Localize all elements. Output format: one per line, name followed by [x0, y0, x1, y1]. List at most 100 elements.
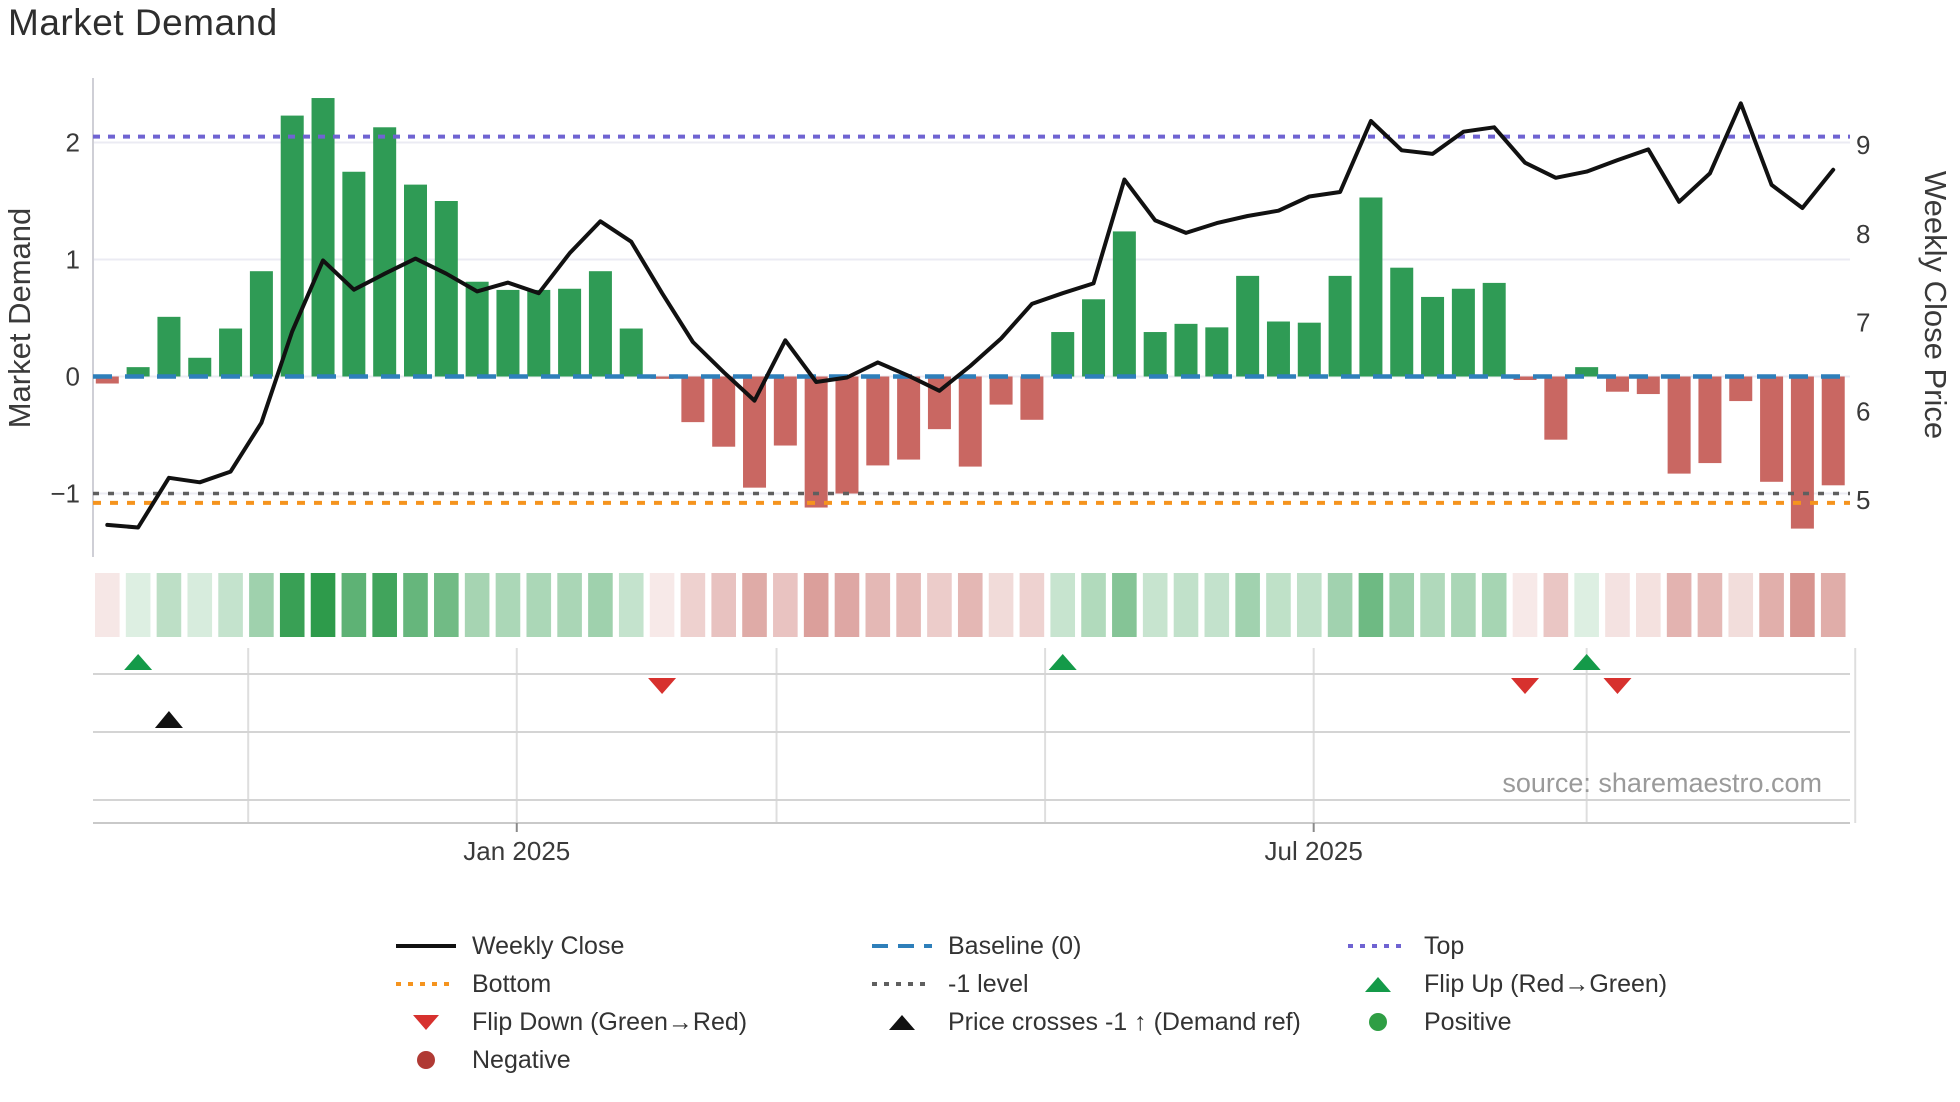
- heatmap-cell: [1697, 573, 1723, 637]
- demand-bar: [743, 376, 767, 488]
- demand-bar: [897, 376, 921, 460]
- demand-bar: [1112, 231, 1136, 377]
- demand-bar: [1236, 275, 1260, 377]
- demand-bar: [1482, 282, 1506, 377]
- x-tick-label: Jan 2025: [463, 836, 570, 866]
- heatmap-cell: [1790, 573, 1815, 637]
- heatmap-cell: [279, 573, 305, 637]
- demand-bar: [1051, 332, 1075, 377]
- demand-bar: [1082, 299, 1106, 377]
- flip-up-marker: [124, 654, 153, 670]
- heatmap-cell: [957, 573, 983, 637]
- source-note: source: sharemaestro.com: [1502, 768, 1822, 798]
- y-left-tick-label: 2: [66, 128, 80, 158]
- x-tick-label: Jul 2025: [1265, 836, 1363, 866]
- heatmap-cell: [249, 573, 274, 637]
- page-title: Market Demand: [8, 2, 278, 43]
- demand-bar: [989, 376, 1013, 405]
- demand-bar: [712, 376, 736, 447]
- demand-bar: [558, 288, 582, 377]
- heatmap-cell: [464, 573, 490, 637]
- heatmap-cell: [773, 573, 798, 637]
- demand-bar: [1297, 322, 1321, 377]
- heatmap-cell: [1420, 573, 1445, 637]
- heatmap-cell: [310, 573, 336, 637]
- heatmap-cell: [1296, 573, 1322, 637]
- heatmap-cell: [1358, 573, 1384, 637]
- y-left-tick-label: 1: [66, 245, 80, 275]
- demand-bar: [157, 316, 181, 377]
- left-axis-label: Market Demand: [2, 208, 37, 429]
- demand-bar: [527, 289, 551, 377]
- demand-bar: [1266, 321, 1290, 377]
- heatmap-cell: [1112, 573, 1137, 637]
- demand-bar: [1174, 323, 1198, 377]
- demand-bar: [1328, 275, 1352, 377]
- heatmap-cell: [1543, 573, 1569, 637]
- demand-bar: [1205, 327, 1229, 377]
- heatmap-cell: [1081, 573, 1106, 637]
- heatmap-cell: [434, 573, 459, 637]
- heatmap-cell: [1728, 573, 1754, 637]
- heatmap-cell: [588, 573, 613, 637]
- demand-bar: [1390, 267, 1414, 377]
- y-right-tick-label: 6: [1856, 396, 1870, 426]
- heatmap-cell: [803, 573, 829, 637]
- demand-bar: [219, 328, 243, 377]
- demand-bar: [866, 376, 890, 466]
- heatmap-cell: [403, 573, 428, 637]
- heatmap-cell: [618, 573, 644, 637]
- demand-bar: [1605, 376, 1629, 392]
- heatmap-cell: [187, 573, 213, 637]
- price-cross-marker: [154, 711, 183, 728]
- demand-bar: [1451, 288, 1475, 377]
- demand-bar: [434, 201, 458, 377]
- demand-bar: [1421, 296, 1445, 377]
- heatmap-cell: [1019, 573, 1045, 637]
- heatmap-cell: [927, 573, 952, 637]
- demand-bar: [373, 127, 397, 377]
- heatmap-cell: [742, 573, 767, 637]
- heatmap-cell: [1820, 573, 1846, 637]
- heatmap-cell: [526, 573, 552, 637]
- demand-bar: [1821, 376, 1845, 486]
- demand-bar: [619, 328, 643, 377]
- heatmap-cell: [1636, 573, 1661, 637]
- heatmap-cell: [156, 573, 182, 637]
- heatmap-cell: [1204, 573, 1230, 637]
- demand-bar: [1667, 376, 1691, 474]
- heatmap-cell: [1512, 573, 1538, 637]
- heatmap-cell: [1050, 573, 1076, 637]
- demand-bar: [650, 376, 674, 379]
- heatmap-cell: [1173, 573, 1199, 637]
- heatmap-cell: [896, 573, 921, 637]
- right-axis-label: Weekly Close Price: [1918, 171, 1953, 439]
- heatmap-cell: [711, 573, 736, 637]
- heatmap-cell: [988, 573, 1014, 637]
- demand-bar: [958, 376, 982, 467]
- heatmap-cell: [834, 573, 860, 637]
- demand-bar: [1636, 376, 1660, 395]
- demand-bar: [681, 376, 705, 423]
- demand-bar: [404, 184, 427, 377]
- flip-up-marker: [1048, 654, 1077, 670]
- heatmap-cell: [1481, 573, 1507, 637]
- demand-bar: [280, 115, 304, 377]
- flip-down-marker: [1511, 678, 1540, 694]
- heatmap-cell: [680, 573, 706, 637]
- y-left-tick-label: −1: [50, 479, 80, 509]
- heatmap-cell: [1451, 573, 1476, 637]
- demand-bar: [1575, 367, 1599, 377]
- demand-bar: [773, 376, 797, 446]
- demand-bar: [1359, 197, 1383, 377]
- demand-bar: [1020, 376, 1044, 420]
- demand-bar: [249, 271, 273, 377]
- heatmap-cell: [557, 573, 582, 637]
- y-left-tick-label: 0: [66, 362, 80, 392]
- heatmap-cell: [1605, 573, 1630, 637]
- heatmap-cell: [1759, 573, 1784, 637]
- heatmap-cell: [865, 573, 891, 637]
- demand-bar: [342, 171, 366, 377]
